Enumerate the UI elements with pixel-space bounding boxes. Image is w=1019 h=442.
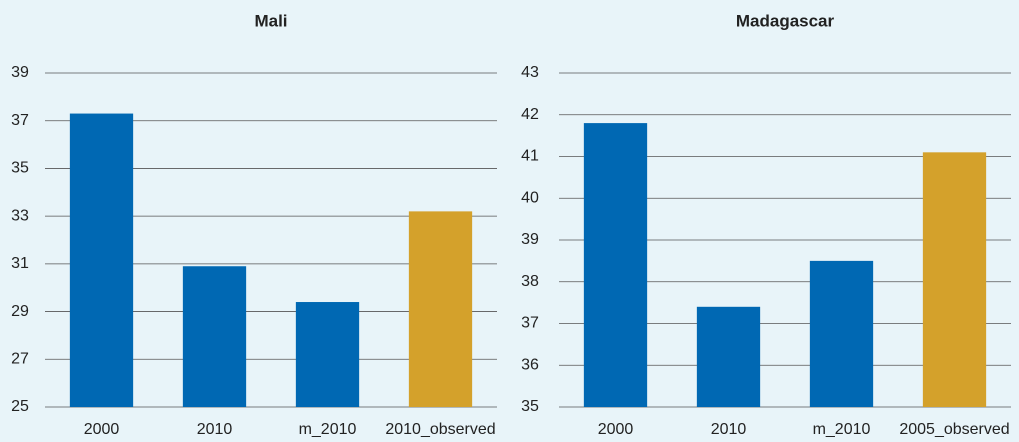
x-tick-label: 2000 (84, 421, 120, 438)
y-tick-label: 29 (11, 303, 29, 320)
x-tick-label: 2010_observed (385, 421, 495, 438)
y-tick-label: 33 (11, 207, 29, 224)
y-tick-label: 37 (11, 112, 29, 129)
x-tick-label: 2010 (197, 421, 233, 438)
chart-title: Madagascar (736, 11, 835, 30)
x-tick-label: 2000 (598, 421, 634, 438)
y-tick-label: 27 (11, 351, 29, 368)
y-tick-label: 42 (521, 106, 539, 123)
bar (408, 211, 473, 407)
x-tick-label: 2010 (711, 421, 747, 438)
y-tick-label: 40 (521, 189, 539, 206)
x-tick-label: m_2010 (299, 421, 357, 438)
chart-title: Mali (254, 11, 287, 30)
bar (69, 113, 134, 408)
y-tick-label: 41 (521, 148, 539, 165)
bar (696, 306, 761, 407)
y-tick-label: 36 (521, 356, 539, 373)
bar (182, 266, 247, 407)
bar (809, 260, 874, 407)
y-tick-label: 39 (11, 64, 29, 81)
y-tick-label: 25 (11, 398, 29, 415)
x-tick-label: 2005_observed (899, 421, 1009, 438)
x-tick-label: m_2010 (813, 421, 871, 438)
y-tick-label: 43 (521, 64, 539, 81)
bar (295, 302, 360, 407)
y-tick-label: 31 (11, 255, 29, 272)
y-tick-label: 35 (11, 160, 29, 177)
y-tick-label: 38 (521, 273, 539, 290)
y-tick-label: 37 (521, 315, 539, 332)
bar (922, 152, 987, 407)
y-tick-label: 39 (521, 231, 539, 248)
y-tick-label: 35 (521, 398, 539, 415)
bar (583, 123, 648, 407)
